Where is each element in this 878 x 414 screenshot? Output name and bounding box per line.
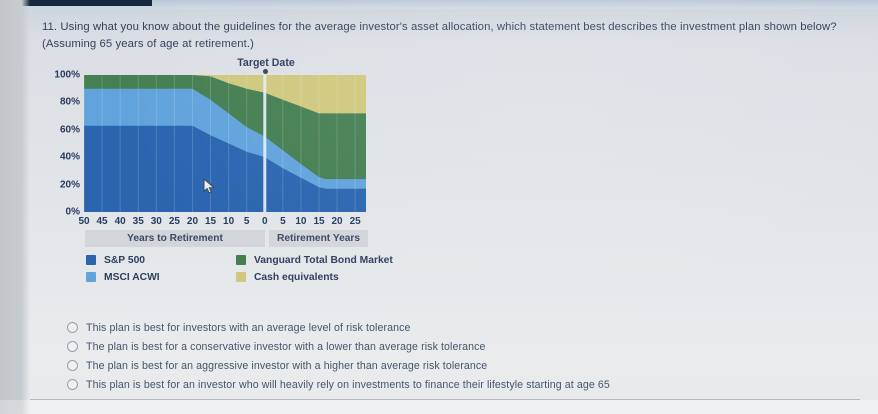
x-axis-group-years-to-retirement: Years to Retirement — [85, 230, 265, 247]
radio-button[interactable] — [67, 360, 78, 371]
x-tick-label: 5 — [280, 216, 286, 227]
answer-option-label[interactable]: This plan is best for investors with an … — [86, 321, 411, 334]
answer-option-label[interactable]: This plan is best for an investor who wi… — [86, 378, 610, 391]
y-tick-label: 40% — [59, 151, 80, 163]
radio-button[interactable] — [67, 341, 78, 352]
x-tick-label: 20 — [331, 216, 343, 227]
chart-legend: S&P 500 MSCI ACWI Vanguard Total Bond Mark… — [86, 252, 393, 285]
y-tick-label: 60% — [59, 124, 80, 136]
plot-area — [84, 75, 366, 212]
x-tick-label: 10 — [295, 216, 307, 227]
answer-options: This plan is best for investors with an … — [67, 318, 847, 394]
target-date-marker-icon — [263, 69, 268, 74]
answer-option-3[interactable]: The plan is best for an aggressive inves… — [67, 356, 847, 375]
legend-item: MSCI ACWI — [86, 269, 236, 285]
legend-swatch-icon — [86, 272, 96, 282]
x-tick-label: 5 — [243, 216, 250, 227]
answer-option-label[interactable]: The plan is best for a conservative inve… — [86, 340, 486, 353]
answer-option-label[interactable]: The plan is best for an aggressive inves… — [86, 359, 488, 372]
screen-edge-dark-bar — [0, 0, 152, 6]
x-tick-label: 25 — [349, 216, 361, 227]
y-tick-label: 0% — [65, 206, 80, 218]
screen-bezel-left — [0, 0, 30, 414]
y-tick-label: 80% — [59, 96, 80, 108]
mouse-cursor-icon — [203, 178, 216, 194]
legend-label: Vanguard Total Bond Market — [254, 254, 393, 266]
x-tick-label: 0 — [261, 216, 268, 227]
legend-label: MSCI ACWI — [104, 271, 160, 283]
answer-option-2[interactable]: The plan is best for a conservative inve… — [67, 337, 847, 356]
legend-swatch-icon — [236, 255, 246, 265]
x-tick-label: 30 — [150, 216, 162, 227]
x-tick-label: 35 — [132, 216, 144, 227]
y-tick-label: 100% — [54, 69, 80, 81]
answer-option-1[interactable]: This plan is best for investors with an … — [67, 318, 847, 337]
radio-button[interactable] — [67, 322, 78, 333]
x-tick-label: 10 — [223, 216, 235, 227]
x-tick-label: 25 — [168, 216, 180, 227]
x-axis-group-retirement-years: Retirement Years — [269, 230, 368, 247]
legend-label: S&P 500 — [104, 254, 146, 266]
legend-swatch-icon — [236, 272, 246, 282]
question-text: 11. Using what you know about the guidel… — [42, 21, 837, 50]
legend-swatch-icon — [86, 255, 96, 265]
x-tick-label: 15 — [313, 216, 325, 227]
legend-item: Cash equivalents — [236, 269, 393, 285]
screen-edge-top — [0, 0, 878, 9]
target-date-line — [263, 75, 267, 212]
x-tick-label: 40 — [114, 216, 126, 227]
legend-label: Cash equivalents — [254, 271, 339, 283]
legend-item: S&P 500 — [86, 252, 236, 268]
radio-button[interactable] — [67, 379, 78, 390]
legend-item: Vanguard Total Bond Market — [236, 252, 393, 268]
page-footer-area — [0, 400, 878, 414]
y-tick-label: 20% — [59, 179, 80, 191]
x-tick-label: 20 — [186, 216, 199, 227]
x-tick-label: 45 — [96, 216, 108, 227]
x-tick-label: 15 — [204, 216, 217, 227]
target-date-label: Target Date — [237, 57, 295, 69]
area-s-p-500 — [84, 125, 366, 212]
answer-option-4[interactable]: This plan is best for an investor who wi… — [67, 375, 847, 394]
x-tick-label: 50 — [78, 216, 90, 227]
divider — [30, 399, 860, 400]
